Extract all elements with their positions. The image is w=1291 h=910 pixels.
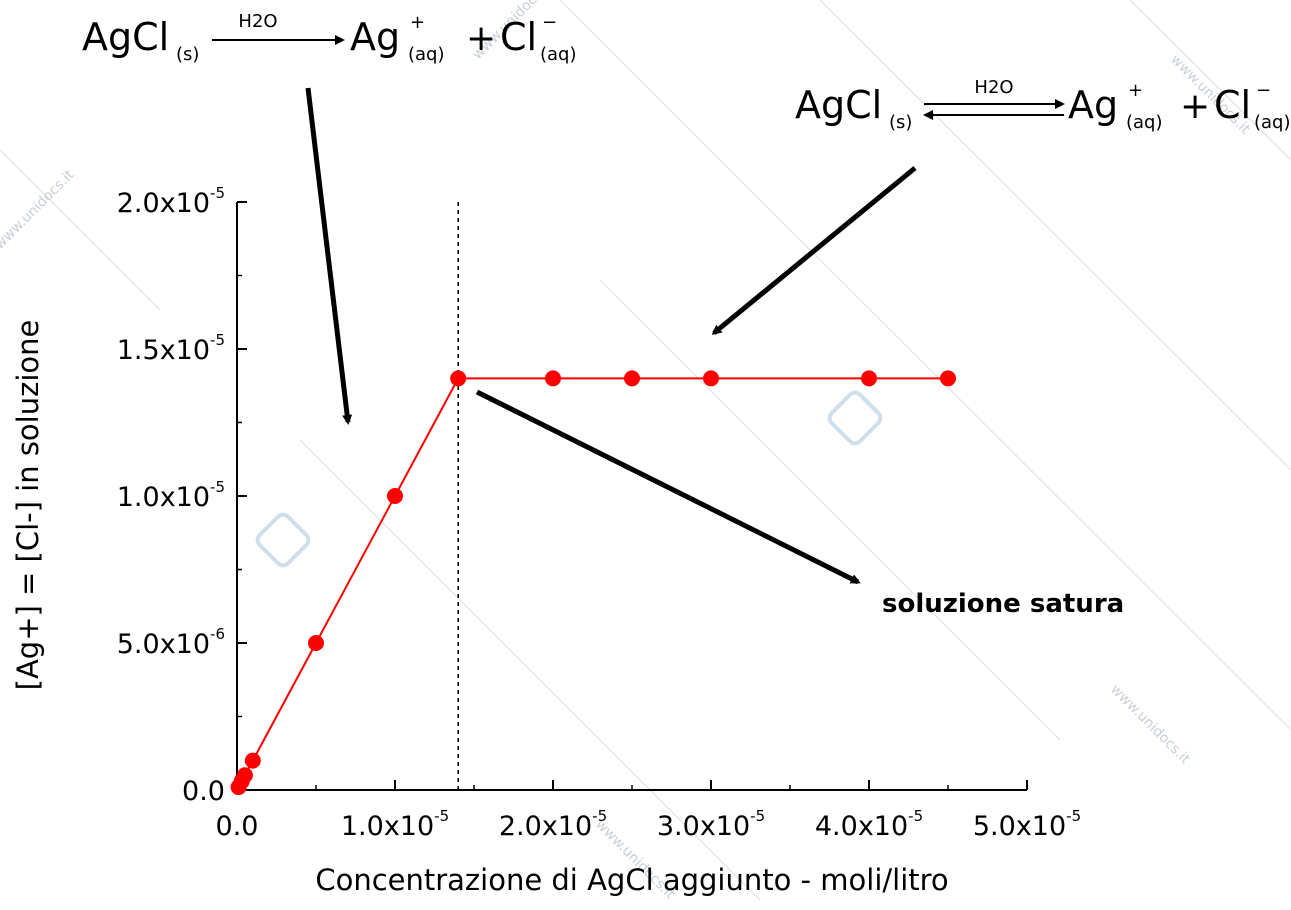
eq-right-cation-phase: (aq) [1126,112,1163,133]
eq-right-anion: Cl [1214,83,1251,127]
watermark-text: www.unidocs.it [1107,682,1193,768]
data-point [703,370,719,387]
x-tick-label: 1.0x10-5 [341,807,449,842]
y-tick-label: 5.0x10-6 [117,625,225,660]
x-tick-label: 5.0x10-5 [973,807,1081,842]
y-tick-label: 1.5x10-5 [117,331,225,366]
eq-left-over-arrow: H2O [238,11,277,32]
x-tick-label: 3.0x10-5 [657,807,765,842]
eq-left-cation-charge: + [410,12,425,33]
arrow-satura [475,389,861,585]
eq-left-anion-charge: − [542,12,557,33]
equation-right: AgCl (s) H2O Ag + (aq) + Cl − (aq) [795,77,1291,133]
eq-left-anion-phase: (aq) [540,44,577,65]
tick-labels: 0.0 1.0x10-5 2.0x10-5 3.0x10-5 4.0x10-5 5.0x1… [117,184,1081,842]
data-point [236,767,253,784]
annotation-soluzione-satura: soluzione satura [882,589,1124,619]
data-point [940,370,956,387]
eq-right-anion-phase: (aq) [1254,112,1291,133]
data-point [244,752,261,769]
eq-left-plus: + [466,18,496,59]
eq-right-cation-charge: + [1128,80,1143,101]
series-line [237,377,948,788]
eq-right-plus: + [1180,86,1210,127]
eq-left-solid: AgCl [82,15,169,59]
eq-right-solid: AgCl [795,83,882,127]
data-point [545,370,561,387]
watermark-logo-icon [255,512,311,568]
eq-right-anion-charge: − [1256,80,1271,101]
y-tick-label: 1.0x10-5 [117,478,225,513]
eq-right-solid-phase: (s) [889,112,912,133]
y-tick-label: 0.0 [182,776,225,807]
data-point [624,370,640,387]
watermark-logo-icon [827,390,883,446]
x-tick-label: 2.0x10-5 [499,807,607,842]
x-tick-label: 4.0x10-5 [815,807,923,842]
data-point [861,370,877,387]
x-tick-label: 0.0 [216,811,259,842]
watermark-text: www.unidocs.it [0,167,78,253]
series-group [230,370,956,796]
y-tick-label: 2.0x10-5 [117,184,225,219]
y-axis-title: [Ag+] = [Cl-] in soluzione [11,320,45,691]
equation-left: AgCl (s) H2O Ag + (aq) + Cl − (aq) [82,11,577,65]
eq-left-cation-phase: (aq) [408,44,445,65]
data-point [308,635,324,651]
arrow-right [711,166,917,335]
eq-left-cation: Ag [350,15,400,59]
x-axis-title: Concentrazione di AgCl aggiunto - moli/l… [315,863,948,897]
eq-left-anion: Cl [500,15,537,59]
arrow-left [305,87,353,425]
eq-left-solid-phase: (s) [176,44,199,65]
data-point [450,370,467,387]
eq-right-over-arrow: H2O [974,77,1013,98]
eq-right-cation: Ag [1068,83,1118,127]
data-point [387,488,403,504]
